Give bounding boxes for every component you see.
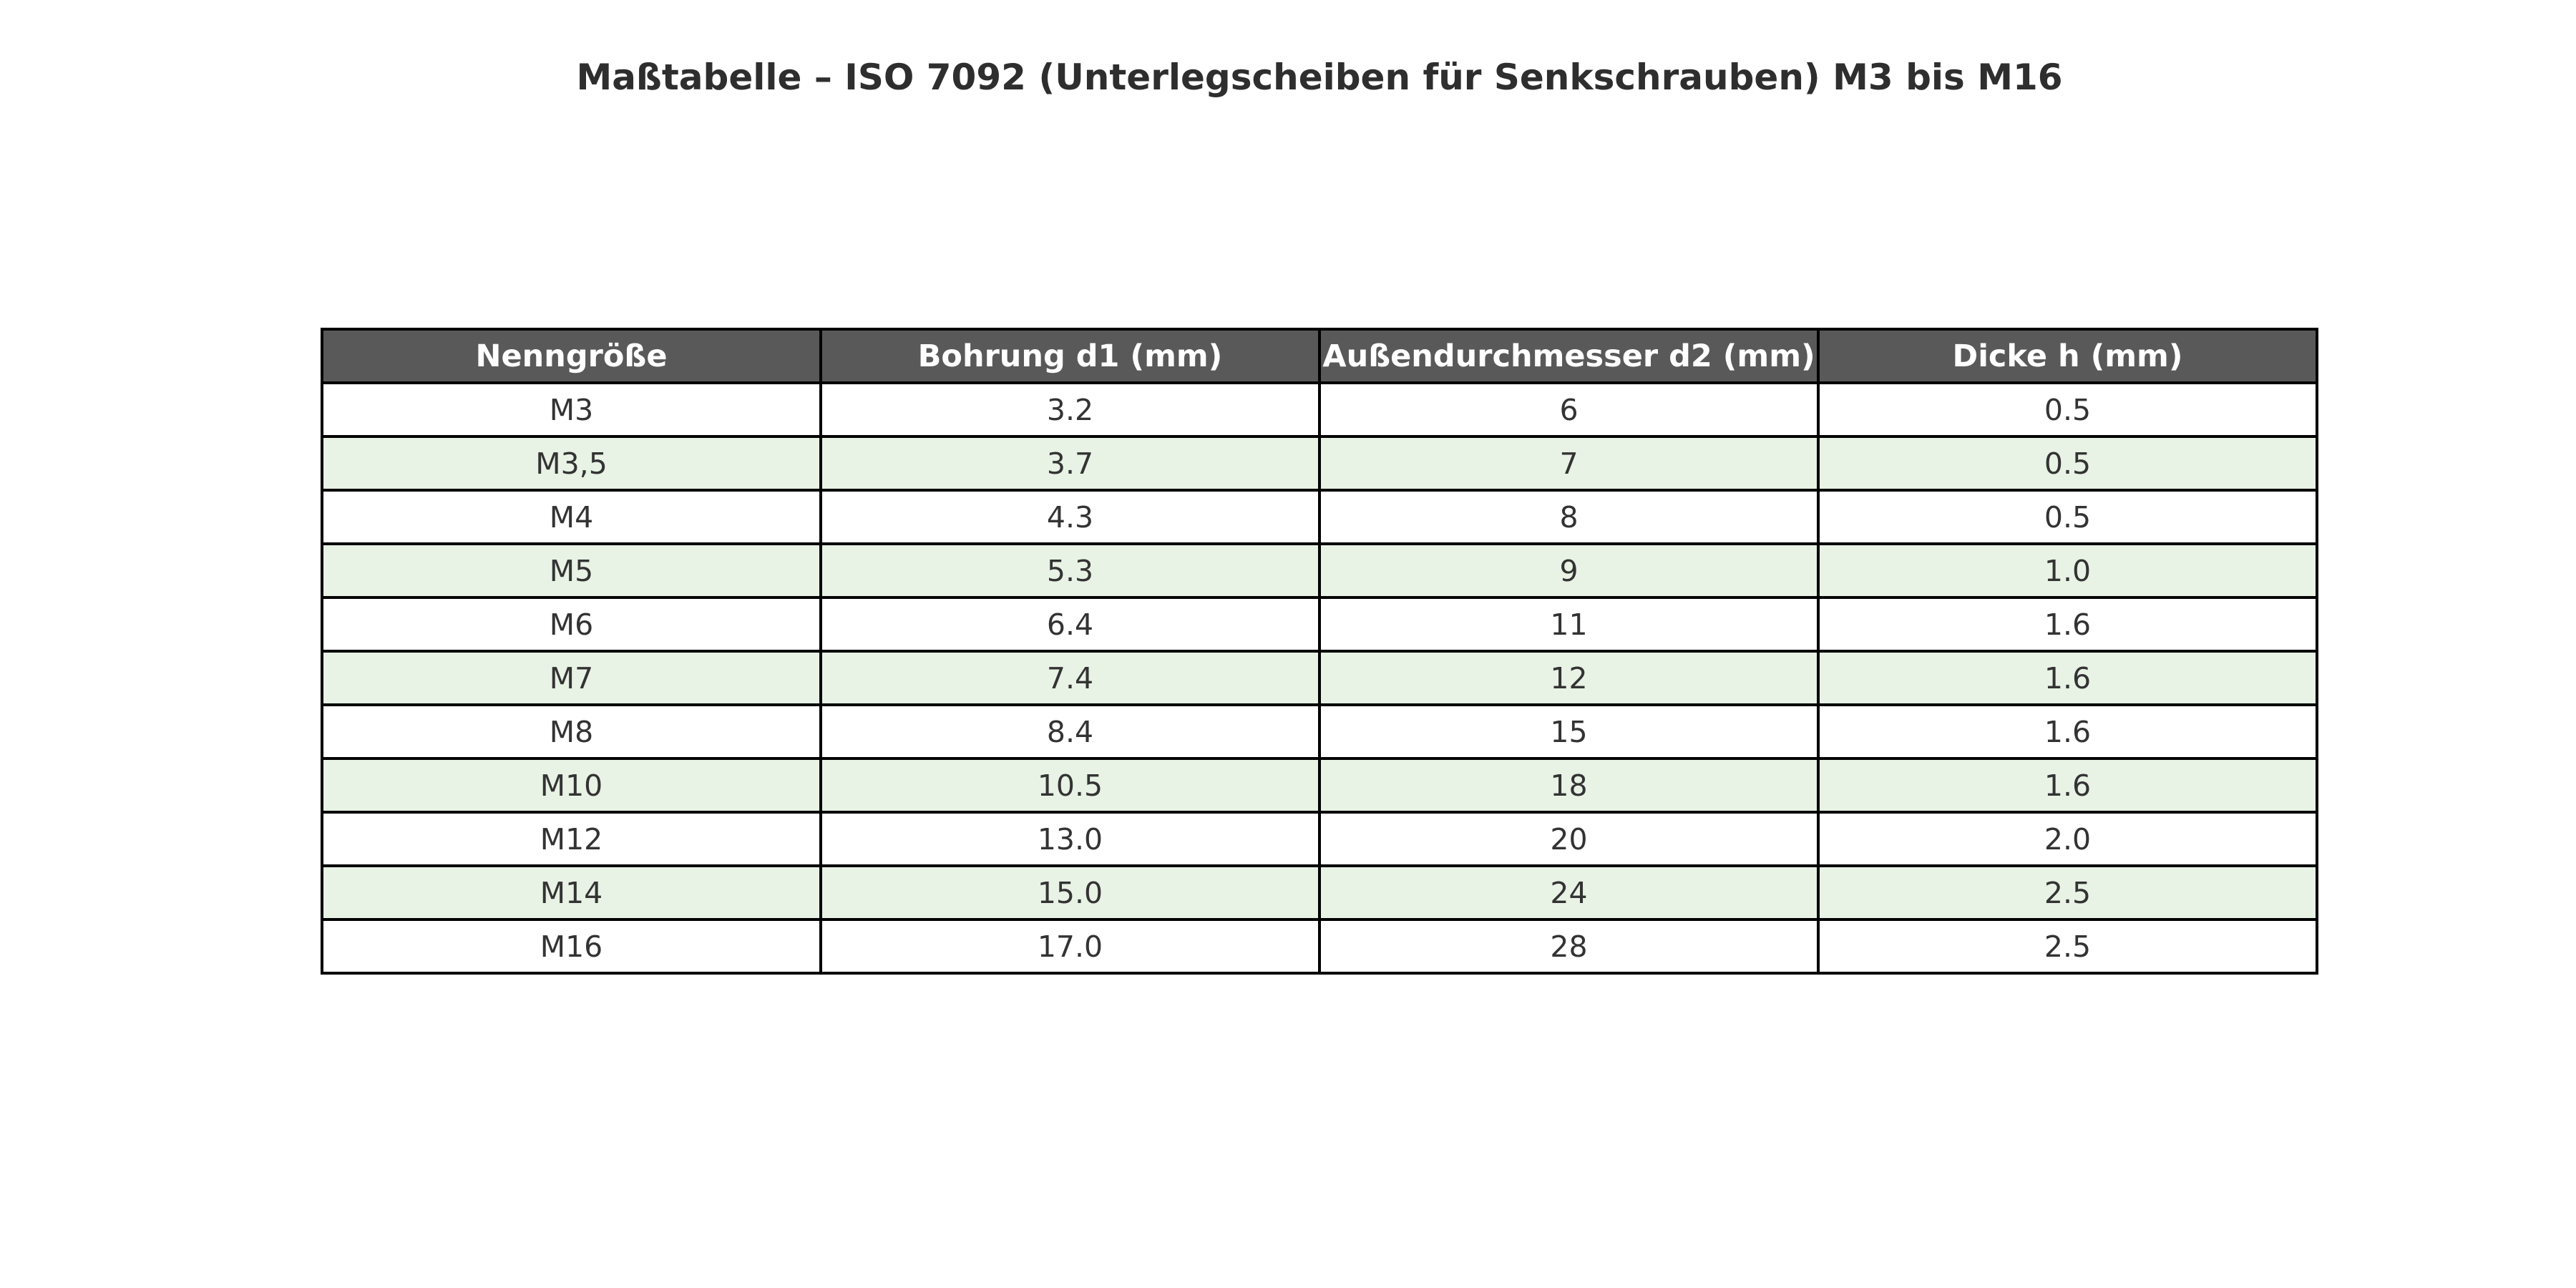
cell-nenngroesse: M5 xyxy=(321,542,822,599)
cell-bohrung-d1: 13.0 xyxy=(819,811,1321,867)
cell-aussendurchmesser-d2: 15 xyxy=(1318,703,1820,760)
table-row-m3-5: M3,5 3.7 7 0.5 xyxy=(321,435,2318,492)
cell-bohrung-d1: 5.3 xyxy=(819,542,1321,599)
cell-dicke-h: 0.5 xyxy=(1817,489,2318,545)
cell-nenngroesse: M4 xyxy=(321,489,822,545)
cell-dicke-h: 1.0 xyxy=(1817,542,2318,599)
cell-dicke-h: 1.6 xyxy=(1817,703,2318,760)
cell-nenngroesse: M10 xyxy=(321,757,822,814)
cell-dicke-h: 1.6 xyxy=(1817,650,2318,706)
cell-dicke-h: 2.5 xyxy=(1817,864,2318,921)
cell-aussendurchmesser-d2: 12 xyxy=(1318,650,1820,706)
cell-dicke-h: 0.5 xyxy=(1817,435,2318,492)
cell-dicke-h: 2.5 xyxy=(1817,918,2318,975)
table-row-m7: M7 7.4 12 1.6 xyxy=(321,650,2318,706)
figure-title: Maßtabelle – ISO 7092 (Unterlegscheiben … xyxy=(576,57,2063,98)
cell-bohrung-d1: 3.2 xyxy=(819,381,1321,438)
column-header-nenngroesse: Nenngröße xyxy=(321,328,822,384)
cell-dicke-h: 0.5 xyxy=(1817,381,2318,438)
cell-aussendurchmesser-d2: 24 xyxy=(1318,864,1820,921)
cell-aussendurchmesser-d2: 9 xyxy=(1318,542,1820,599)
cell-nenngroesse: M16 xyxy=(321,918,822,975)
cell-aussendurchmesser-d2: 8 xyxy=(1318,489,1820,545)
cell-aussendurchmesser-d2: 11 xyxy=(1318,596,1820,653)
cell-bohrung-d1: 10.5 xyxy=(819,757,1321,814)
table-row-m8: M8 8.4 15 1.6 xyxy=(321,703,2318,760)
cell-bohrung-d1: 3.7 xyxy=(819,435,1321,492)
column-header-bohrung-d1: Bohrung d1 (mm) xyxy=(819,328,1321,384)
cell-bohrung-d1: 6.4 xyxy=(819,596,1321,653)
table-row-m12: M12 13.0 20 2.0 xyxy=(321,811,2318,867)
cell-aussendurchmesser-d2: 28 xyxy=(1318,918,1820,975)
cell-aussendurchmesser-d2: 6 xyxy=(1318,381,1820,438)
cell-bohrung-d1: 7.4 xyxy=(819,650,1321,706)
cell-nenngroesse: M3,5 xyxy=(321,435,822,492)
table-row-m6: M6 6.4 11 1.6 xyxy=(321,596,2318,653)
cell-dicke-h: 1.6 xyxy=(1817,596,2318,653)
column-header-aussendurchmesser-d2: Außendurchmesser d2 (mm) xyxy=(1318,328,1820,384)
cell-nenngroesse: M14 xyxy=(321,864,822,921)
cell-bohrung-d1: 4.3 xyxy=(819,489,1321,545)
cell-aussendurchmesser-d2: 7 xyxy=(1318,435,1820,492)
cell-nenngroesse: M7 xyxy=(321,650,822,706)
table-row-m10: M10 10.5 18 1.6 xyxy=(321,757,2318,814)
cell-dicke-h: 2.0 xyxy=(1817,811,2318,867)
cell-aussendurchmesser-d2: 20 xyxy=(1318,811,1820,867)
table-row-m5: M5 5.3 9 1.0 xyxy=(321,542,2318,599)
table-header-row: Nenngröße Bohrung d1 (mm) Außendurchmess… xyxy=(321,328,2318,384)
cell-dicke-h: 1.6 xyxy=(1817,757,2318,814)
cell-bohrung-d1: 15.0 xyxy=(819,864,1321,921)
cell-bohrung-d1: 8.4 xyxy=(819,703,1321,760)
cell-nenngroesse: M12 xyxy=(321,811,822,867)
cell-nenngroesse: M6 xyxy=(321,596,822,653)
dimension-table: Nenngröße Bohrung d1 (mm) Außendurchmess… xyxy=(321,328,2318,975)
cell-bohrung-d1: 17.0 xyxy=(819,918,1321,975)
column-header-dicke-h: Dicke h (mm) xyxy=(1817,328,2318,384)
cell-aussendurchmesser-d2: 18 xyxy=(1318,757,1820,814)
cell-nenngroesse: M3 xyxy=(321,381,822,438)
table-row-m4: M4 4.3 8 0.5 xyxy=(321,489,2318,545)
table-row-m14: M14 15.0 24 2.5 xyxy=(321,864,2318,921)
cell-nenngroesse: M8 xyxy=(321,703,822,760)
table-row-m16: M16 17.0 28 2.5 xyxy=(321,918,2318,975)
table-row-m3: M3 3.2 6 0.5 xyxy=(321,381,2318,438)
